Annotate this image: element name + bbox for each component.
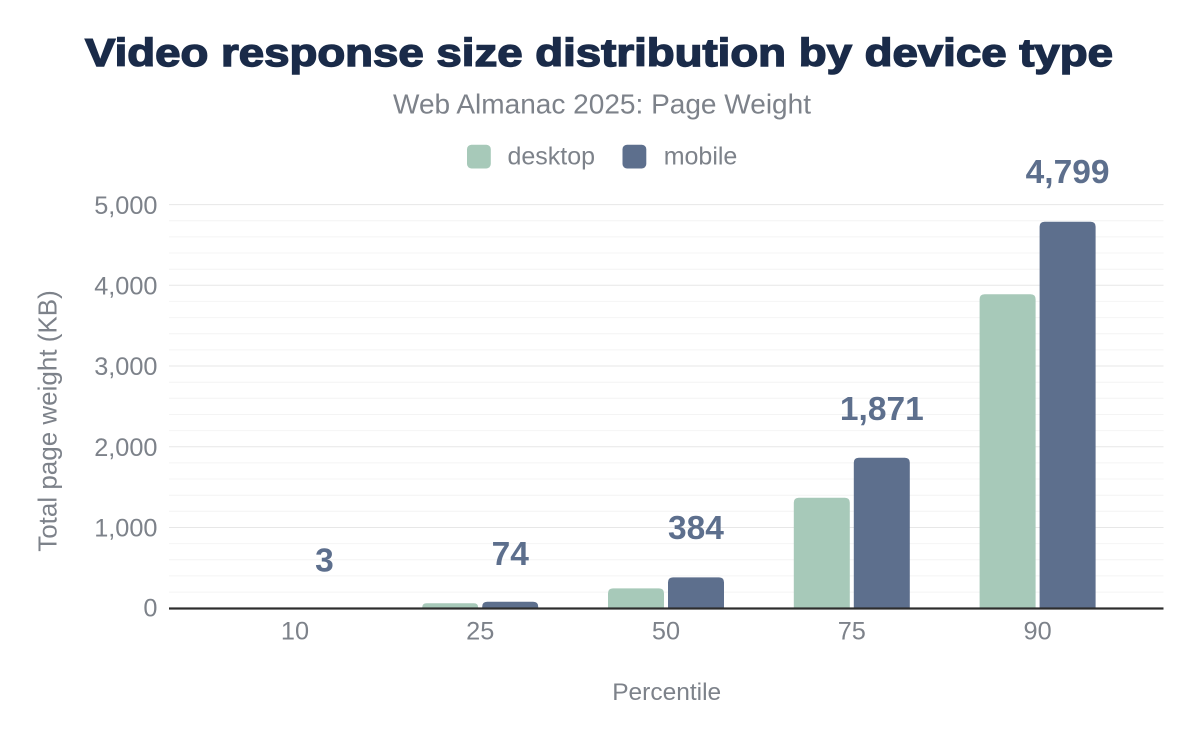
svg-text:3,000: 3,000 [94, 353, 157, 381]
svg-text:3: 3 [315, 543, 334, 580]
svg-text:384: 384 [668, 510, 724, 547]
svg-text:Video response size distributi: Video response size distribution by devi… [85, 32, 1113, 75]
svg-text:Web Almanac 2025: Page Weight: Web Almanac 2025: Page Weight [393, 89, 811, 120]
svg-text:0: 0 [143, 595, 157, 623]
svg-text:4,000: 4,000 [94, 273, 157, 301]
svg-text:90: 90 [1024, 618, 1052, 646]
svg-text:75: 75 [838, 618, 866, 646]
svg-text:desktop: desktop [508, 142, 596, 170]
svg-text:Total page weight (KB): Total page weight (KB) [33, 290, 63, 552]
svg-text:1,000: 1,000 [94, 515, 157, 543]
svg-text:74: 74 [492, 536, 530, 573]
svg-text:mobile: mobile [664, 142, 738, 170]
svg-text:2,000: 2,000 [94, 434, 157, 462]
svg-text:1,871: 1,871 [840, 391, 924, 428]
svg-text:Percentile: Percentile [612, 679, 721, 706]
svg-text:50: 50 [652, 618, 680, 646]
svg-text:4,799: 4,799 [1026, 154, 1110, 191]
svg-text:10: 10 [281, 618, 309, 646]
svg-text:25: 25 [466, 618, 494, 646]
svg-text:5,000: 5,000 [94, 192, 157, 220]
